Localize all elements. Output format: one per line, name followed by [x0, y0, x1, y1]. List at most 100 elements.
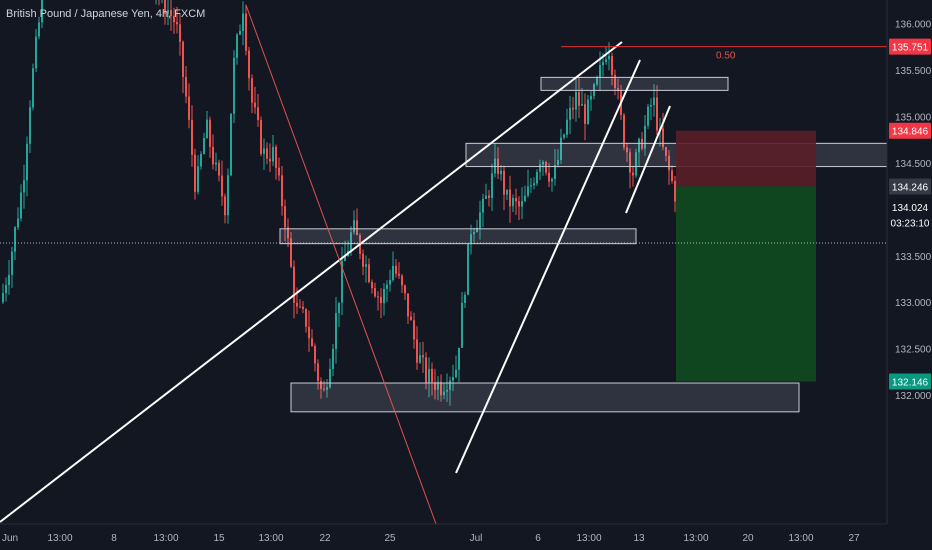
trend-line-red-diagonal[interactable]: [245, 4, 437, 525]
candle-body: [488, 195, 490, 198]
trend-line-long[interactable]: [0, 41, 623, 523]
x-tick-label: 13: [633, 533, 645, 544]
price-label-text: 135.751: [892, 43, 929, 54]
price-label-box: [889, 38, 931, 55]
candle-body: [230, 113, 232, 176]
candle-body: [611, 55, 613, 75]
candle-body: [386, 284, 388, 289]
x-tick-label: Jun: [2, 533, 18, 544]
candle-body: [335, 313, 337, 349]
candle-body: [245, 13, 247, 51]
candle-body: [476, 228, 478, 233]
x-tick-label: 15: [213, 533, 225, 544]
candle-body: [605, 59, 607, 63]
candle-body: [674, 180, 676, 202]
candle-body: [212, 146, 214, 165]
candle-body: [491, 173, 493, 198]
candle-body: [395, 265, 397, 274]
candle-body: [590, 95, 592, 100]
candle-body: [308, 326, 310, 339]
candle-body: [671, 170, 673, 181]
candle-body: [518, 201, 520, 207]
candle-body: [413, 320, 415, 340]
chart-title: British Pound / Japanese Yen, 4h, FXCM: [6, 8, 206, 20]
candle-body: [176, 22, 178, 25]
candle-body: [2, 293, 4, 303]
candle-body: [332, 348, 334, 370]
candle-body: [569, 107, 571, 120]
candle-body: [539, 164, 541, 172]
price-label-text: 134.246: [892, 182, 929, 193]
x-tick-label: 6: [535, 533, 541, 544]
price-axis[interactable]: [887, 0, 932, 524]
candle-body: [581, 104, 583, 106]
candle-body: [626, 147, 628, 153]
trend-line-rising[interactable]: [455, 59, 641, 474]
candle-body: [515, 197, 517, 202]
candle-body: [197, 166, 199, 192]
candle-body: [326, 387, 328, 390]
candle-body: [458, 347, 460, 370]
price-label-box: [889, 373, 931, 390]
price-label-text: 134.024: [892, 203, 929, 214]
candle-body: [314, 345, 316, 364]
candle-body: [380, 296, 382, 304]
candle-body: [617, 88, 619, 91]
candle-body: [227, 175, 229, 216]
x-tick-label: 20: [742, 533, 754, 544]
trend-line-wedge[interactable]: [625, 105, 671, 214]
candle-body: [506, 189, 508, 195]
candle-body: [341, 260, 343, 303]
candle-body: [533, 183, 535, 186]
candle-body: [407, 293, 409, 317]
x-tick-label: 25: [384, 533, 396, 544]
candle-body: [653, 97, 655, 106]
x-tick-label: 22: [319, 533, 331, 544]
candle-body: [11, 251, 13, 275]
candle-body: [473, 232, 475, 235]
candle-body: [554, 164, 556, 179]
y-tick-label: 135.500: [895, 66, 932, 77]
candle-body: [644, 125, 646, 149]
candle-body: [5, 284, 7, 294]
candle-body: [164, 0, 166, 14]
x-tick-label: 13:00: [788, 533, 813, 544]
price-label-box: [889, 178, 931, 195]
y-tick-label: 132.000: [895, 391, 932, 402]
candle-body: [527, 186, 529, 196]
candles: [2, 0, 676, 406]
candle-body: [206, 119, 208, 139]
candle-body: [470, 234, 472, 245]
candle-body: [443, 391, 445, 396]
candle-body: [599, 65, 601, 78]
zone-bottom: [290, 382, 800, 413]
time-axis[interactable]: [0, 524, 932, 550]
candle-body: [425, 357, 427, 383]
candle-body: [290, 238, 292, 267]
x-tick-label: 13:00: [683, 533, 708, 544]
candle-body: [182, 41, 184, 77]
x-tick-label: 13:00: [47, 533, 72, 544]
candle-body: [179, 24, 181, 42]
candle-body: [221, 175, 223, 197]
price-label-text: 134.846: [892, 127, 929, 138]
y-tick-label: 136.000: [895, 20, 932, 31]
candle-body: [566, 119, 568, 135]
candle-body: [452, 376, 454, 381]
candle-body: [485, 195, 487, 199]
candle-body: [467, 244, 469, 295]
candle-body: [167, 10, 169, 14]
candle-body: [185, 76, 187, 97]
candle-body: [14, 227, 16, 252]
candle-body: [194, 154, 196, 192]
candle-body: [536, 171, 538, 184]
candle-body: [20, 192, 22, 219]
candle-body: [29, 107, 31, 144]
candle-body: [530, 185, 532, 187]
price-label-box: [889, 199, 931, 216]
candle-body: [542, 161, 544, 165]
candle-body: [251, 78, 253, 103]
candle-body: [437, 381, 439, 390]
candle-body: [23, 180, 25, 193]
